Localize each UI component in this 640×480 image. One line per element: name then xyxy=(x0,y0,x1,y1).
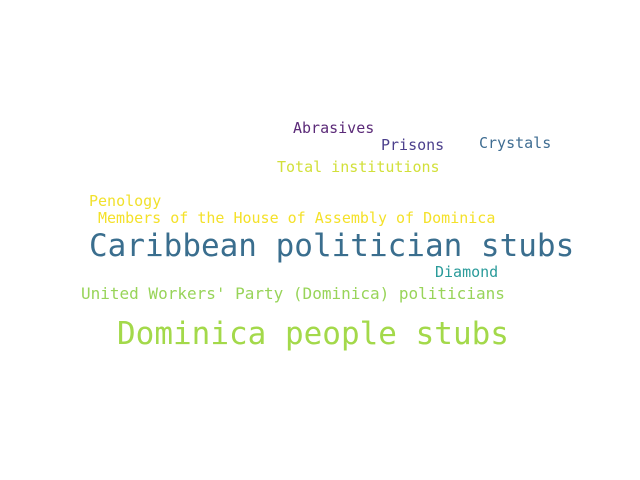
word-prisons: Prisons xyxy=(381,136,445,154)
word-members-house-of-assembly: Members of the House of Assembly of Domi… xyxy=(98,209,496,227)
word-crystals: Crystals xyxy=(479,134,552,152)
word-penology: Penology xyxy=(89,192,162,210)
word-diamond: Diamond xyxy=(435,263,499,281)
word-total-institutions: Total institutions xyxy=(277,158,440,176)
word-abrasives: Abrasives xyxy=(293,119,375,137)
word-caribbean-politician-stubs: Caribbean politician stubs xyxy=(89,228,575,264)
word-dominica-people-stubs: Dominica people stubs xyxy=(117,316,509,352)
word-united-workers-party-politicians: United Workers' Party (Dominica) politic… xyxy=(81,284,505,303)
